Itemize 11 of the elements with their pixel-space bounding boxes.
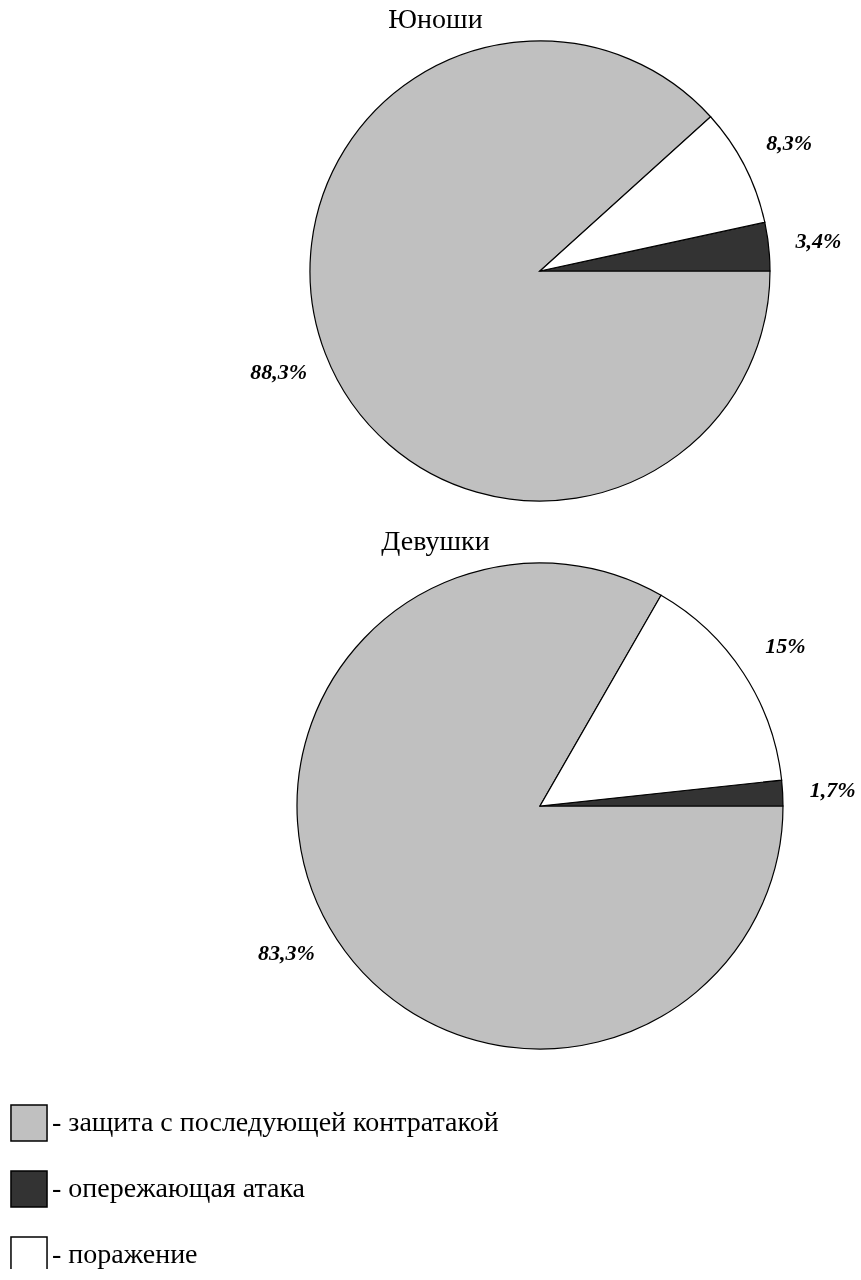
data-label: 15% bbox=[765, 632, 806, 658]
chart-title: Юноши bbox=[388, 3, 483, 34]
data-label: 88,3% bbox=[250, 358, 308, 384]
legend-label: - опережающая атака bbox=[52, 1172, 306, 1203]
data-label: 8,3% bbox=[766, 130, 812, 156]
legend-label: - поражение bbox=[52, 1238, 198, 1269]
chart-title: Девушки bbox=[381, 525, 490, 556]
data-label: 83,3% bbox=[257, 939, 315, 965]
data-label: 1,7% bbox=[809, 777, 856, 803]
data-label: 3,4% bbox=[794, 228, 842, 254]
legend-label: - защита с последующей контратакой bbox=[52, 1106, 499, 1137]
